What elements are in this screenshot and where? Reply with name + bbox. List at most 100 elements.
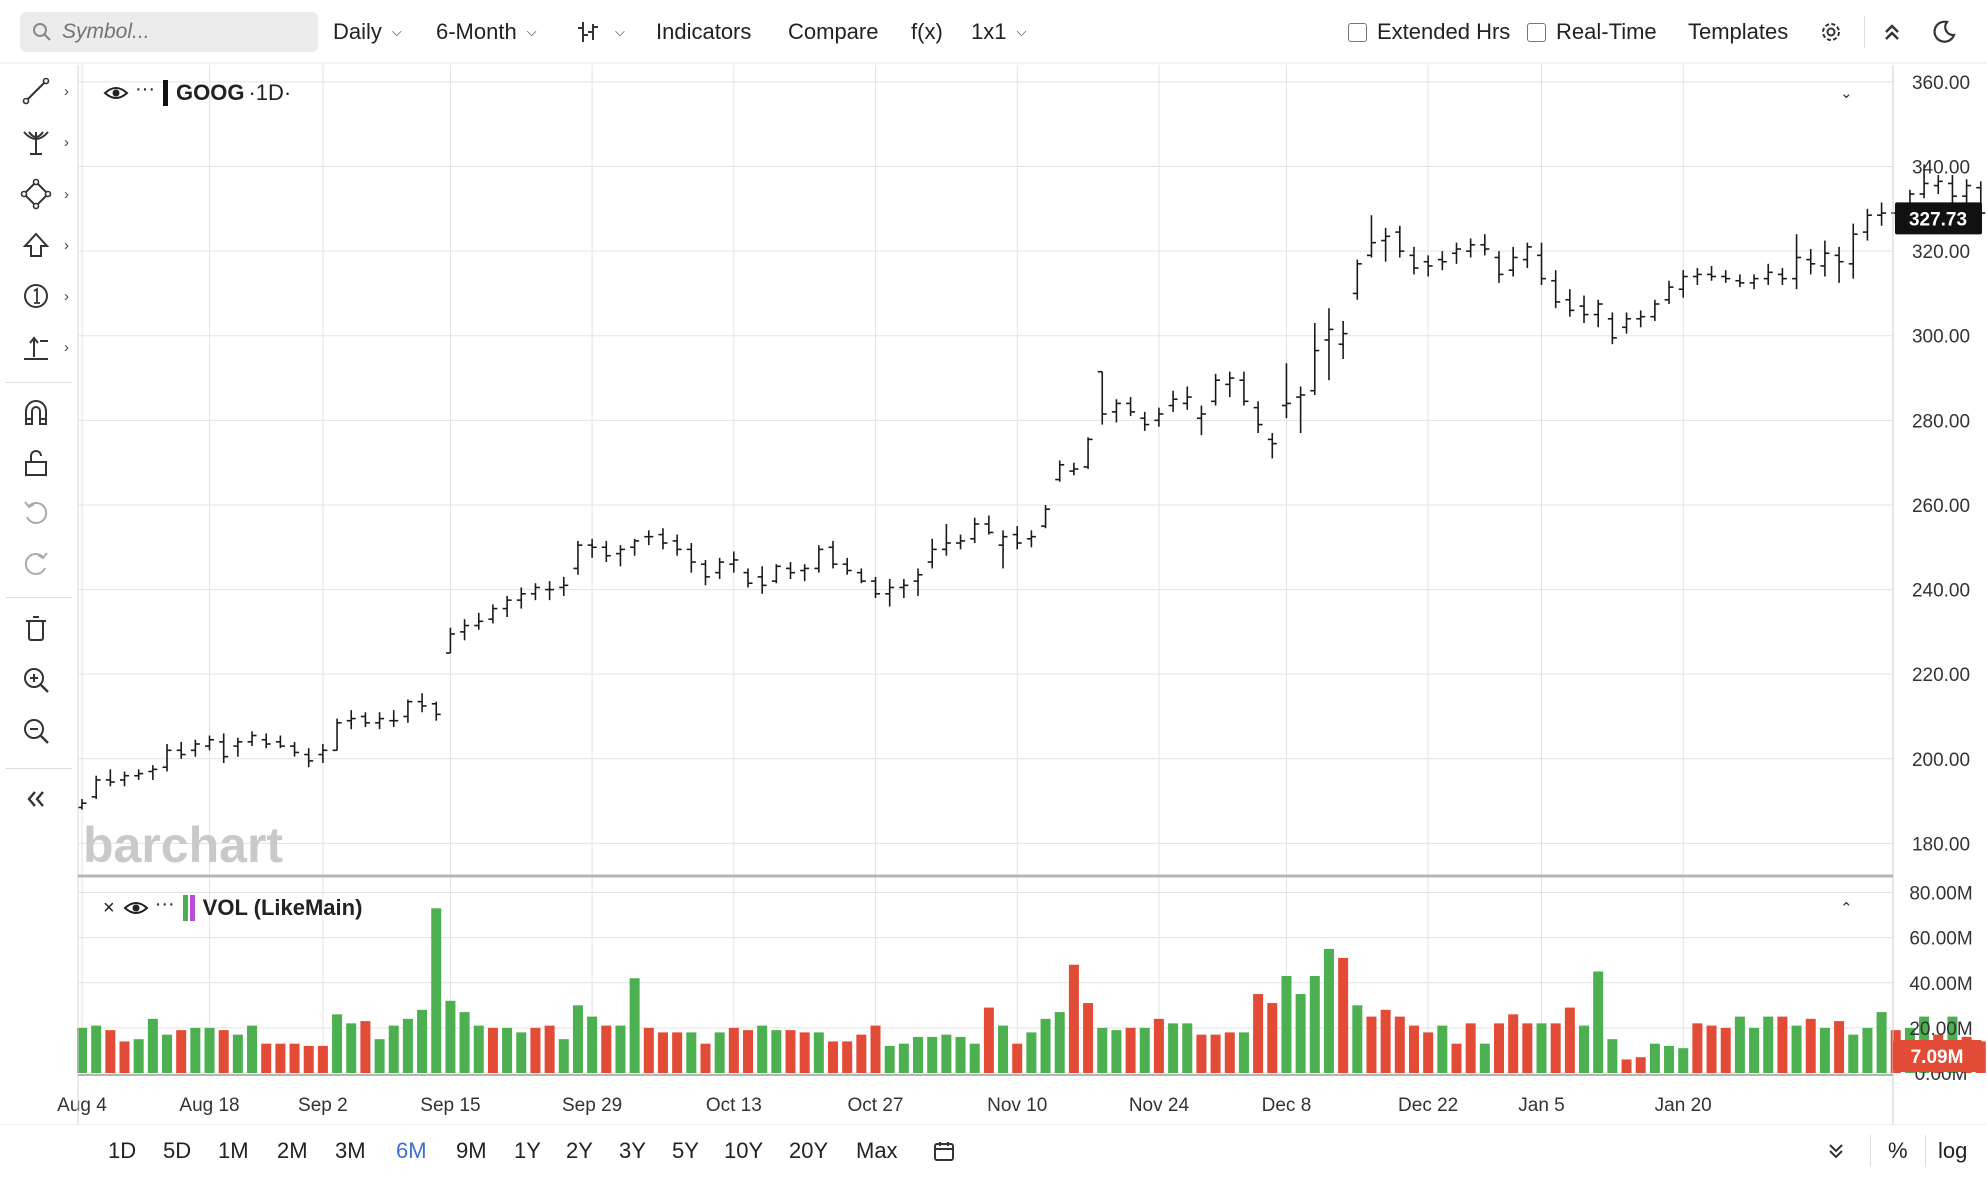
price-chart[interactable]: barchart Aug 4 Aug 18 Sep 2 Sep 15 Sep 29 Oct… — [0, 0, 1987, 1125]
period-max[interactable]: Max — [856, 1138, 898, 1163]
zoom-out-button[interactable] — [20, 715, 64, 751]
close-icon[interactable]: × — [103, 896, 115, 919]
eye-icon[interactable] — [123, 899, 149, 917]
period-20y[interactable]: 20Y — [789, 1138, 829, 1163]
interval-dropdown[interactable]: Daily ⌵ — [333, 0, 402, 64]
volume-bar — [417, 1009, 428, 1073]
symbol-search-box[interactable] — [20, 12, 318, 52]
ohlc-bar — [1551, 270, 1561, 309]
settings-button[interactable] — [1818, 0, 1844, 64]
period-1m[interactable]: 1M — [218, 1138, 249, 1163]
compare-button[interactable]: Compare — [788, 19, 879, 44]
trendline-tool[interactable]: › — [20, 75, 69, 111]
ohlc-bar — [162, 743, 172, 772]
volume-bar — [898, 1043, 909, 1073]
ohlc-bar — [941, 523, 951, 556]
dark-mode-button[interactable] — [1930, 0, 1958, 64]
arrow-tool[interactable]: › — [20, 229, 69, 265]
percent-scale-toggle[interactable]: % — [1888, 1138, 1908, 1163]
toolbar-divider — [1864, 16, 1865, 48]
period-9m[interactable]: 9M — [456, 1138, 487, 1163]
period-2y[interactable]: 2Y — [566, 1138, 593, 1163]
ohlc-bar — [885, 578, 895, 607]
volume-bar — [643, 1027, 654, 1073]
expand-panel-button[interactable]: ⌃ — [1840, 893, 1853, 923]
volume-bar — [615, 1025, 626, 1073]
label-tool[interactable]: › — [20, 280, 69, 316]
period-5y[interactable]: 5Y — [672, 1138, 699, 1163]
magnet-tool[interactable] — [20, 396, 64, 432]
more-options-icon[interactable]: ··· — [135, 77, 155, 100]
undo-icon — [20, 497, 52, 534]
real-time-toggle[interactable]: Real-Time — [1527, 0, 1657, 64]
period-1y[interactable]: 1Y — [514, 1138, 541, 1163]
bottom-divider — [1870, 1135, 1871, 1167]
zoom-in-button[interactable] — [20, 664, 64, 700]
volume-bar — [204, 1027, 215, 1073]
shapes-tool[interactable]: › — [20, 178, 69, 214]
undo-button[interactable] — [20, 497, 64, 533]
date-range-button[interactable] — [932, 1125, 956, 1177]
period-3m[interactable]: 3M — [335, 1138, 366, 1163]
ohlc-bar — [1296, 386, 1306, 434]
ohlc-bar — [1281, 363, 1291, 419]
period-6m[interactable]: 6M — [396, 1138, 427, 1163]
more-options-icon[interactable]: ··· — [154, 892, 175, 915]
scroll-to-end-button[interactable] — [1826, 1125, 1846, 1177]
lock-drawings-button[interactable] — [20, 447, 64, 483]
templates-button[interactable]: Templates — [1688, 19, 1789, 44]
chevron-right-icon: › — [64, 237, 69, 254]
symbol-search-input[interactable] — [60, 19, 304, 45]
period-3y[interactable]: 3Y — [619, 1138, 646, 1163]
ohlc-bar — [346, 710, 356, 730]
redo-button[interactable] — [20, 548, 64, 584]
ohlc-bar — [1182, 386, 1192, 410]
volume-bar — [1579, 1025, 1590, 1073]
indicators-button[interactable]: Indicators — [656, 19, 752, 44]
collapse-panel-button[interactable]: ⌄ — [1840, 78, 1853, 108]
period-5d[interactable]: 5D — [163, 1138, 192, 1163]
volume-bar — [1848, 1034, 1859, 1073]
range-dropdown[interactable]: 6-Month ⌵ — [436, 0, 537, 64]
ohlc-bar — [1622, 312, 1632, 334]
volume-bar — [1819, 1027, 1830, 1073]
ohlc-bar — [984, 515, 994, 535]
volume-axis-tick-label: 20.00M — [1909, 1019, 1972, 1040]
chevron-right-icon: › — [64, 339, 69, 356]
real-time-checkbox[interactable] — [1527, 22, 1546, 42]
volume-bar — [1097, 1027, 1108, 1073]
volume-bars — [77, 908, 1986, 1073]
measure-tool[interactable]: › — [20, 331, 69, 367]
collapse-toolbar-button[interactable] — [1880, 0, 1904, 64]
period-1d[interactable]: 1D — [108, 1138, 137, 1163]
extended-hrs-toggle[interactable]: Extended Hrs — [1348, 0, 1510, 64]
period-2m[interactable]: 2M — [277, 1138, 308, 1163]
pitchfork-tool[interactable]: › — [20, 126, 69, 162]
period-10y[interactable]: 10Y — [724, 1138, 764, 1163]
volume-bar — [346, 1023, 357, 1073]
chart-type-dropdown[interactable]: ⌵ — [575, 0, 625, 64]
symbol-label: GOOG — [175, 80, 245, 105]
ohlc-bar — [1267, 433, 1277, 459]
ohlc-bar — [1168, 390, 1178, 412]
ohlc-bar — [1111, 399, 1121, 423]
eye-icon[interactable] — [103, 84, 129, 102]
delete-drawings-button[interactable] — [20, 612, 64, 648]
ohlc-bar — [686, 543, 696, 573]
volume-bar — [332, 1014, 343, 1073]
layout-dropdown[interactable]: 1x1 ⌵ — [971, 0, 1026, 64]
collapse-sidebar-button[interactable] — [20, 783, 64, 819]
volume-bar — [1494, 1023, 1504, 1073]
ohlc-bar — [502, 595, 512, 618]
volume-bar — [572, 1005, 583, 1073]
ohlc-bar — [856, 568, 866, 584]
price-axis-tick-label: 340.00 — [1912, 158, 1970, 179]
x-axis-tick-label: Aug 18 — [179, 1095, 239, 1116]
volume-bar — [402, 1018, 413, 1073]
fx-button[interactable]: f(x) — [911, 19, 943, 44]
extended-hrs-checkbox[interactable] — [1348, 22, 1367, 42]
ohlc-bar — [998, 530, 1008, 569]
log-scale-toggle[interactable]: log — [1938, 1138, 1968, 1163]
volume-bar — [1834, 1021, 1845, 1073]
ohlc-bar — [1735, 274, 1745, 288]
